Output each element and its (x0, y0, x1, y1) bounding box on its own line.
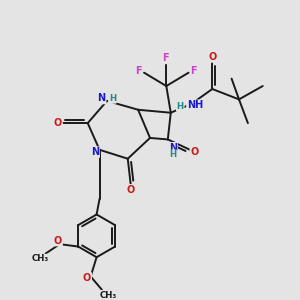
Text: F: F (135, 66, 142, 76)
Text: H: H (177, 102, 184, 111)
Text: F: F (162, 53, 169, 63)
Text: N: N (91, 147, 99, 157)
Text: F: F (190, 66, 197, 76)
Text: O: O (83, 273, 91, 283)
Text: H: H (169, 150, 177, 159)
Text: O: O (54, 236, 62, 246)
Text: NH: NH (187, 100, 203, 110)
Text: N: N (98, 94, 106, 103)
Text: O: O (54, 118, 62, 128)
Text: O: O (190, 147, 199, 157)
Text: N: N (169, 143, 177, 153)
Text: O: O (208, 52, 216, 62)
Text: H: H (109, 94, 116, 103)
Text: O: O (127, 185, 135, 195)
Text: CH₃: CH₃ (32, 254, 50, 263)
Text: CH₃: CH₃ (100, 291, 117, 300)
